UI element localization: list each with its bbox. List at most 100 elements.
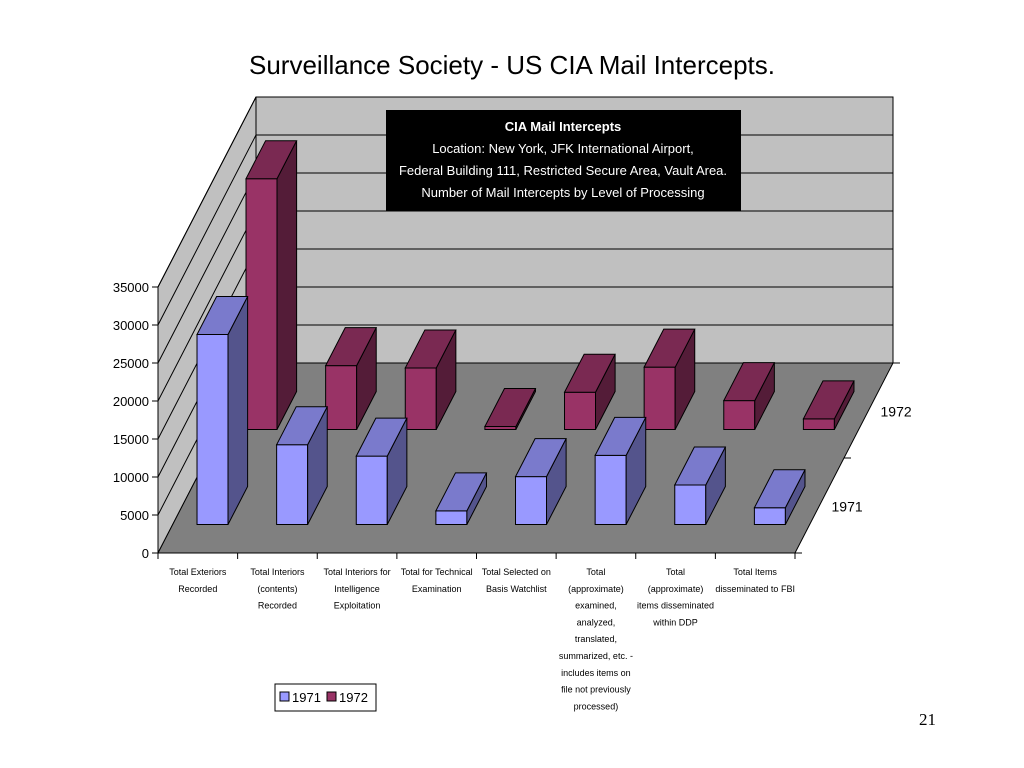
bar-front-face <box>674 484 707 526</box>
category-label: Total (approximate) items disseminated with… <box>637 567 714 627</box>
legend-label-1972: 1972 <box>339 690 368 705</box>
bar-series-1972 <box>722 362 776 430</box>
bar-top-face <box>324 327 378 367</box>
bar-side-face <box>276 140 298 430</box>
bar-front-face <box>753 507 786 525</box>
bar-series-1972 <box>484 387 537 430</box>
category-label-line: within DDP <box>652 617 698 627</box>
bar-series-1971 <box>514 438 567 525</box>
bar-front-face <box>564 391 597 431</box>
bar-top-face <box>722 362 776 402</box>
bar-front-face <box>643 366 676 430</box>
category-label-line: processed) <box>574 701 619 711</box>
category-label: Total (approximate) examined, analyzed, tran… <box>559 567 633 711</box>
bar-front-face <box>355 455 388 526</box>
bar-front-face <box>723 400 756 430</box>
bar-series-1972 <box>643 328 696 430</box>
page-number: 21 <box>919 710 936 729</box>
category-label-line: Total Interiors for <box>324 567 391 577</box>
bar-top-face <box>404 329 457 369</box>
info-box-title: CIA Mail Intercepts <box>505 119 622 134</box>
value-axis-tick-label: 25000 <box>113 356 149 371</box>
bar-series-1971 <box>196 296 249 525</box>
bar-top-face <box>643 328 696 368</box>
chart-bars <box>196 140 855 526</box>
bar-front-face <box>404 367 437 431</box>
category-label-line: Total Exteriors <box>169 567 227 577</box>
bar-top-face <box>196 296 249 335</box>
value-axis-tick-label: 15000 <box>113 432 149 447</box>
chart-legend: 1971 1972 <box>274 683 377 712</box>
bar-front-face <box>245 178 278 430</box>
bar-series-1971 <box>275 406 329 526</box>
bar-top-face <box>435 472 488 512</box>
category-label-line: Basis Watchlist <box>486 584 547 594</box>
bar-series-1971 <box>753 469 806 525</box>
category-label-line: Total Interiors <box>250 567 305 577</box>
chart-axes: 0 5000 10000 15000 20000 25000 30000 35000 <box>113 280 900 561</box>
category-label: Total Exteriors Recorded <box>169 567 227 594</box>
category-label-line: items disseminated <box>637 601 714 611</box>
info-box-line-2: Federal Building 111, Restricted Secure … <box>399 163 727 178</box>
category-label-line: examined, <box>575 601 617 611</box>
bar-top-face <box>594 416 647 456</box>
category-label-line: (approximate) <box>568 584 624 594</box>
bar-front-face <box>594 454 627 525</box>
value-axis-tick-label: 30000 <box>113 318 149 333</box>
value-axis-tick-label: 5000 <box>120 508 149 523</box>
category-label-line: (contents) <box>257 584 297 594</box>
bar-top-face <box>355 417 408 457</box>
bar-top-face <box>673 446 727 486</box>
category-label-line: Recorded <box>258 601 297 611</box>
bar-front-face <box>802 418 835 430</box>
bar-series-1972 <box>802 380 855 430</box>
series-axis-label-1972: 1972 <box>881 404 912 420</box>
category-label-line: Total Items <box>733 567 777 577</box>
category-label-line: includes items on <box>561 668 631 678</box>
legend-swatch-1972 <box>326 691 337 702</box>
bar-front-face <box>276 444 309 526</box>
value-axis-tick-label: 10000 <box>113 470 149 485</box>
bar-front-face <box>435 510 468 526</box>
bar-series-1972 <box>245 140 298 430</box>
info-box-line-3: Number of Mail Intercepts by Level of Pr… <box>421 185 704 200</box>
category-label-line: disseminated to FBI <box>715 584 795 594</box>
legend-swatch-1971 <box>279 691 290 702</box>
category-label-line: Intelligence <box>334 584 380 594</box>
bar-top-face <box>275 406 329 446</box>
category-label-line: summarized, etc. - <box>559 651 633 661</box>
category-label: Total Selected on Basis Watchlist <box>482 567 551 594</box>
gridline <box>157 96 893 288</box>
info-box-line-1: Location: New York, JFK International Ai… <box>432 141 694 156</box>
legend-label-1971: 1971 <box>292 690 321 705</box>
category-label-line: translated, <box>575 634 617 644</box>
category-label: Total Items disseminated to FBI <box>715 567 795 594</box>
category-label: Total for Technical Examination <box>401 567 473 594</box>
bar-top-face <box>484 387 537 427</box>
category-label-line: (approximate) <box>648 584 704 594</box>
bar-top-face <box>514 438 567 478</box>
bar-side-face <box>227 296 249 525</box>
series-axis-label-1971: 1971 <box>832 499 863 515</box>
bar-series-1972 <box>324 327 378 431</box>
info-box: CIA Mail Intercepts Location: New York, … <box>386 110 741 211</box>
bar-top-face <box>802 380 855 420</box>
info-box-background <box>386 110 741 211</box>
category-label: Total Interiors (contents) Recorded <box>250 567 305 611</box>
bar-series-1972 <box>563 353 616 431</box>
category-label-line: Total <box>666 567 685 577</box>
slide-title: Surveillance Society - US CIA Mail Inter… <box>249 50 775 80</box>
value-axis-tick-label: 35000 <box>113 280 149 295</box>
value-axis-tick-label: 0 <box>142 546 149 561</box>
bar-series-1972 <box>404 329 457 431</box>
category-label-line: Total for Technical <box>401 567 473 577</box>
category-label-line: Examination <box>412 584 462 594</box>
bar-front-face <box>196 334 229 525</box>
category-label-line: Total <box>586 567 605 577</box>
category-label-line: file not previously <box>561 685 631 695</box>
legend-box <box>274 683 377 712</box>
bar-front-face <box>515 476 548 525</box>
category-label-line: Total Selected on <box>482 567 551 577</box>
category-label-line: analyzed, <box>577 617 616 627</box>
bar-series-1971 <box>594 416 647 525</box>
